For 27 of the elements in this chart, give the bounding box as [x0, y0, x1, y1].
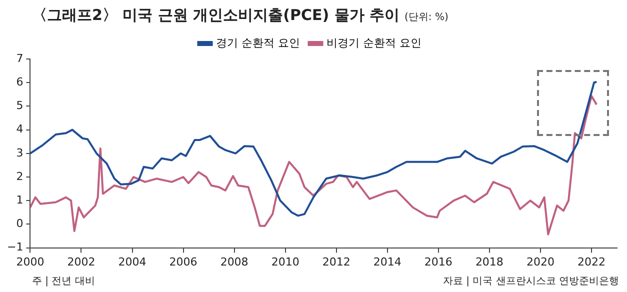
x-tick-label: 2016	[424, 255, 452, 268]
y-tick-label: 4	[16, 122, 24, 136]
x-tick-label: 2010	[271, 255, 300, 268]
chart-subtitle: (단위: %)	[404, 12, 448, 23]
x-tick-label: 2020	[526, 255, 554, 268]
x-tick-label: 2006	[169, 255, 198, 268]
y-tick-label: 7	[16, 52, 24, 65]
x-tick-label: 2000	[16, 255, 44, 268]
x-tick-label: 2018	[475, 255, 504, 268]
x-tick-label: 2022	[577, 255, 606, 268]
y-tick-label: −1	[6, 240, 24, 254]
y-tick-label: 3	[16, 146, 24, 160]
y-tick-label: 1	[16, 193, 24, 206]
x-tick-label: 2002	[67, 255, 96, 268]
y-tick-label: 0	[16, 217, 24, 230]
chart-title: 〈그래프2〉 미국 근원 개인소비지출(PCE) 물가 추이	[32, 6, 400, 24]
x-tick-label: 2008	[220, 255, 248, 268]
x-tick-label: 2004	[118, 255, 146, 268]
text: 주 | 전년 대비	[32, 275, 95, 288]
y-tick-label: 6	[16, 75, 24, 88]
legend-label: 비경기 순환적 요인	[326, 36, 422, 50]
x-tick-label: 2012	[322, 255, 350, 268]
text: 자료 | 미국 샌프란시스코 연방준비은행	[442, 275, 619, 288]
y-tick-label: 2	[16, 170, 24, 183]
x-tick-label: 2014	[373, 255, 402, 268]
y-tick-label: 5	[16, 99, 24, 112]
legend-label: 경기 순환적 요인	[216, 36, 300, 50]
